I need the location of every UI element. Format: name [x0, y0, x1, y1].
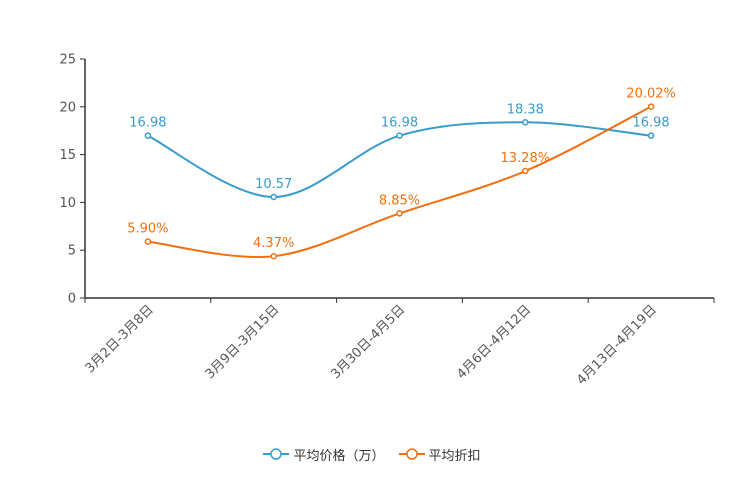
data-point	[396, 132, 403, 139]
data-label: 16.98	[632, 116, 669, 131]
data-label: 20.02%	[626, 87, 676, 102]
x-category-label: 4月6日-4月12日	[454, 302, 534, 382]
data-point	[522, 167, 529, 175]
series-layer	[144, 103, 655, 260]
data-label-layer: 16.98 10.57 16.98 18.38 16.98 5.90% 4.37% 8.85%…	[127, 87, 676, 252]
x-category-label: 3月2日-3月8日	[83, 302, 157, 376]
legend-swatch-discount	[398, 448, 425, 460]
y-tick-label: 25	[59, 53, 76, 68]
x-category-label: 4月13日-4月19日	[574, 302, 660, 388]
y-tick-label: 0	[68, 292, 76, 307]
legend-item-discount[interactable]: 平均折扣	[398, 445, 481, 464]
data-point	[270, 252, 277, 260]
data-label: 16.98	[129, 116, 166, 131]
data-point	[647, 103, 655, 110]
data-label: 18.38	[507, 102, 544, 117]
data-label: 10.57	[255, 177, 292, 192]
data-label: 8.85%	[379, 193, 420, 208]
x-category-label: 3月9日-3月15日	[203, 302, 283, 382]
data-label: 5.90%	[127, 222, 168, 237]
y-tick-label: 15	[59, 148, 76, 163]
data-label: 16.98	[381, 116, 418, 131]
data-point	[144, 132, 152, 139]
line-chart: 0 5 10 15 20 25 3月2日-3月8日 3月9日-3月15日 3月30日-4月5日 4…	[59, 53, 715, 388]
data-point	[396, 210, 403, 217]
data-point	[270, 193, 277, 201]
y-tick-label: 5	[68, 244, 76, 259]
x-category-label: 3月30日-4月5日	[328, 302, 408, 382]
y-tick-label: 20	[59, 100, 76, 115]
data-point	[647, 132, 655, 139]
data-point	[144, 238, 152, 245]
y-tick-label: 10	[59, 196, 76, 211]
axes: 0 5 10 15 20 25 3月2日-3月8日 3月9日-3月15日 3月30日-4月5日 4…	[59, 53, 715, 388]
legend-label-discount: 平均折扣	[428, 448, 481, 464]
data-point	[522, 119, 529, 126]
legend-swatch-price	[263, 448, 290, 460]
data-label: 13.28%	[501, 151, 551, 166]
data-label: 4.37%	[253, 236, 294, 251]
legend-item-price[interactable]: 平均价格（万）	[263, 445, 385, 464]
legend: 平均价格（万） 平均折扣	[0, 443, 744, 465]
legend-label-price: 平均价格（万）	[293, 448, 385, 464]
